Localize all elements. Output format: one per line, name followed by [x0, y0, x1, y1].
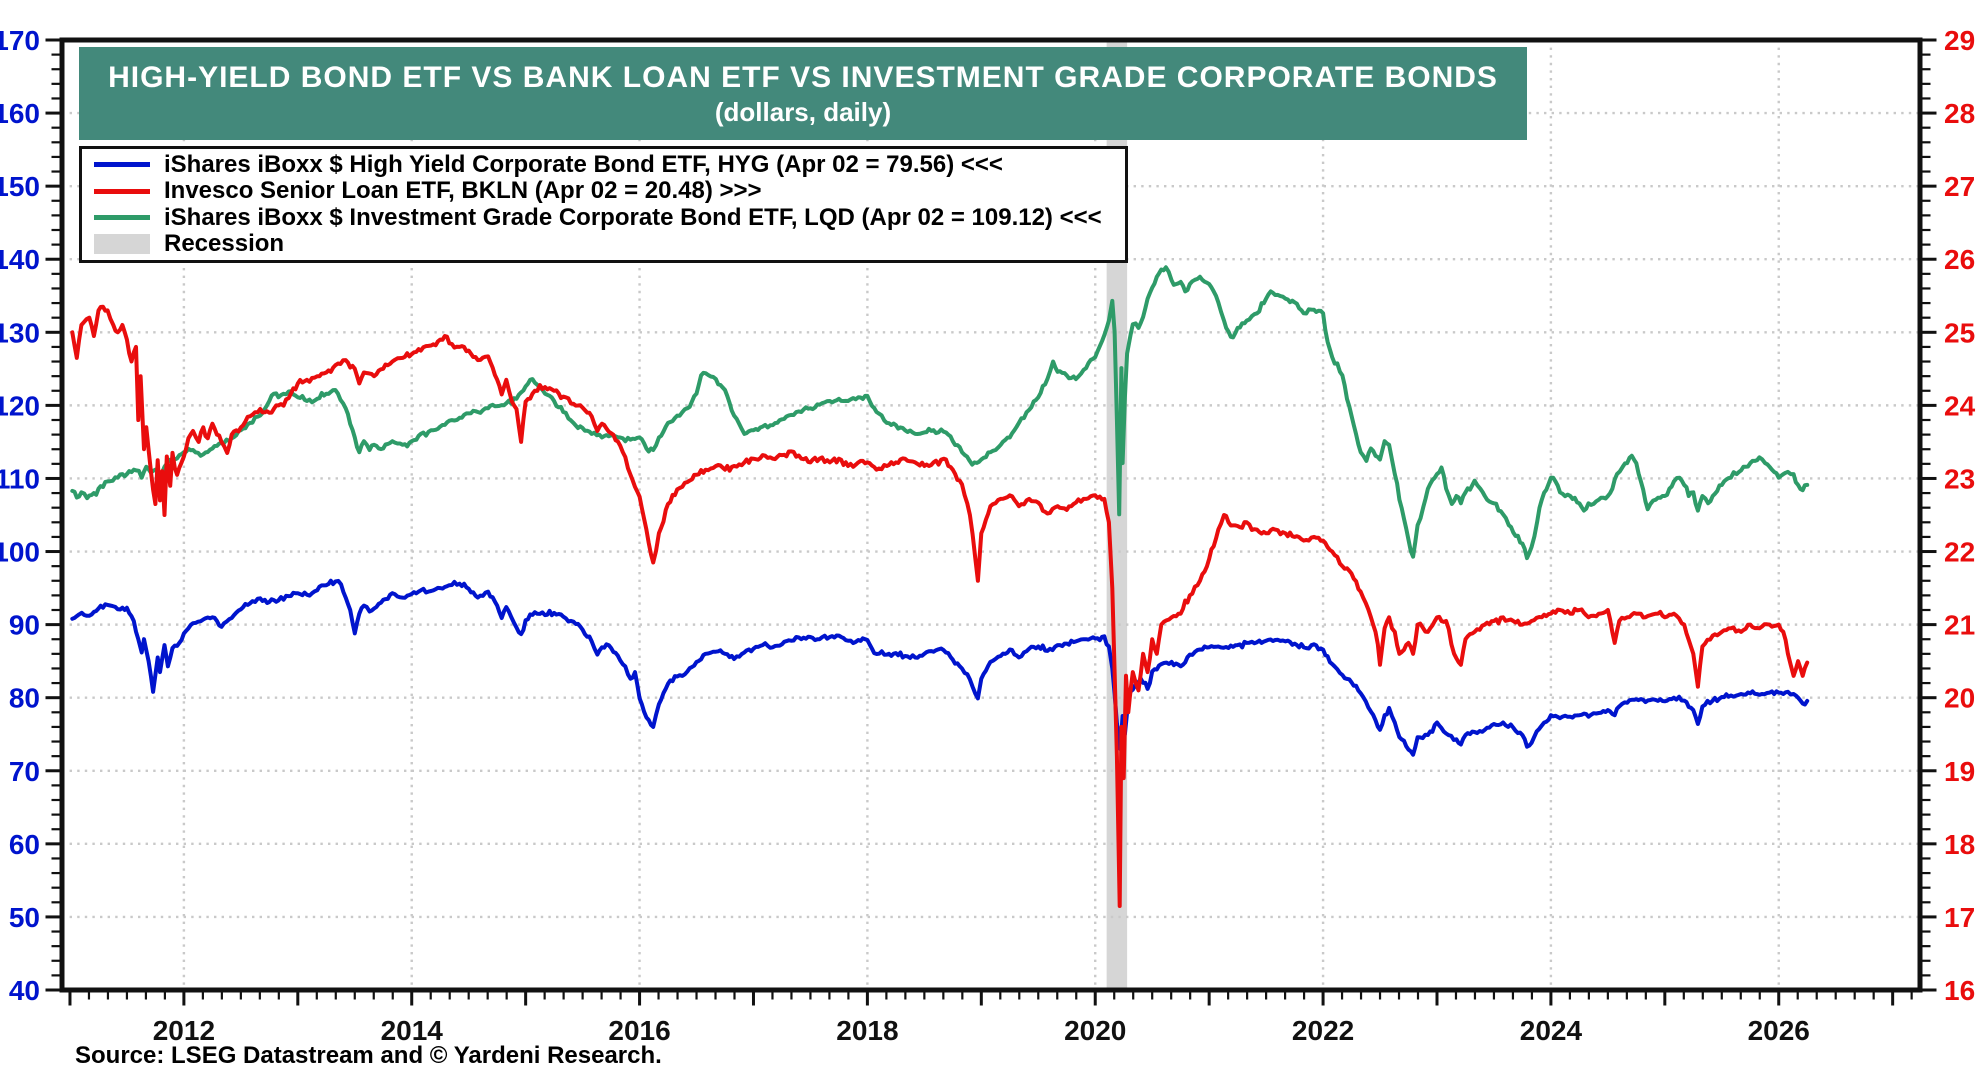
left-axis-tick-label: 40: [9, 975, 40, 1006]
series-bkln-line: [70, 304, 1810, 908]
x-axis-year-label: 2020: [1064, 1015, 1126, 1046]
plot-frame: [59, 37, 1923, 993]
recession-band-swatch: [94, 234, 150, 255]
legend: iShares iBoxx $ High Yield Corporate Bon…: [79, 146, 1128, 263]
right-axis-tick-label: 28: [1944, 98, 1975, 129]
left-axis-tick-label: 130: [0, 317, 40, 348]
right-axis-tick-label: 25: [1944, 317, 1975, 348]
right-axis-tick-label: 22: [1944, 537, 1975, 568]
x-axis-year-label: 2014: [381, 1015, 444, 1046]
x-axis-year-label: 2018: [836, 1015, 898, 1046]
legend-item-bkln: Invesco Senior Loan ETF, BKLN (Apr 02 = …: [94, 177, 1125, 205]
left-axis-tick-label: 60: [9, 829, 40, 860]
right-axis-tick-label: 24: [1944, 390, 1976, 421]
right-axis-tick-label: 27: [1944, 171, 1975, 202]
left-axis-tick-label: 140: [0, 244, 40, 275]
chart-subtitle: (dollars, daily): [714, 96, 892, 127]
x-axis-year-label: 2022: [1292, 1015, 1354, 1046]
left-axis-tick-label: 50: [9, 902, 40, 933]
chart-title-bar: HIGH-YIELD BOND ETF VS BANK LOAN ETF VS …: [79, 47, 1527, 140]
hyg-line-swatch: [94, 162, 150, 168]
left-axis-tick-label: 90: [9, 610, 40, 641]
left-axis-tick-label: 80: [9, 683, 40, 714]
right-axis-tick-label: 26: [1944, 244, 1975, 275]
right-axis-tick-label: 16: [1944, 975, 1975, 1006]
right-axis-tick-label: 23: [1944, 463, 1975, 494]
series-hyg-line: [70, 578, 1810, 757]
legend-label-hyg: iShares iBoxx $ High Yield Corporate Bon…: [164, 150, 1003, 178]
axis-labels: 40 50 60 70 80 90 100 110 120 130 140 150 160 170 16 17…: [0, 25, 1976, 1046]
left-axis-tick-label: 170: [0, 25, 40, 56]
legend-item-lqd: iShares iBoxx $ Investment Grade Corpora…: [94, 203, 1125, 231]
x-axis-year-label: 2026: [1748, 1015, 1810, 1046]
left-axis-tick-label: 150: [0, 171, 40, 202]
right-axis-tick-label: 19: [1944, 756, 1975, 787]
x-axis-year-label: 2016: [608, 1015, 670, 1046]
legend-label-bkln: Invesco Senior Loan ETF, BKLN (Apr 02 = …: [164, 177, 762, 205]
right-axis-tick-label: 21: [1944, 610, 1975, 641]
left-axis-tick-label: 120: [0, 390, 40, 421]
legend-label-lqd: iShares iBoxx $ Investment Grade Corpora…: [164, 203, 1102, 231]
lqd-line-swatch: [94, 215, 150, 221]
chart-title: HIGH-YIELD BOND ETF VS BANK LOAN ETF VS …: [108, 61, 1498, 95]
right-axis-tick-label: 29: [1944, 25, 1975, 56]
legend-label-recession: Recession: [164, 230, 285, 258]
source-note: Source: LSEG Datastream and © Yardeni Re…: [75, 1042, 662, 1069]
right-axis-tick-label: 17: [1944, 902, 1975, 933]
left-axis-tick-label: 100: [0, 537, 40, 568]
x-axis-year-label: 2012: [153, 1015, 215, 1046]
left-axis-tick-label: 160: [0, 98, 40, 129]
series-lqd-line: [70, 265, 1810, 561]
left-axis-tick-label: 110: [0, 463, 40, 494]
left-axis-tick-label: 70: [9, 756, 40, 787]
legend-item-hyg: iShares iBoxx $ High Yield Corporate Bon…: [94, 150, 1125, 178]
legend-item-recession: Recession: [94, 230, 1125, 258]
x-axis-year-label: 2024: [1520, 1015, 1583, 1046]
axis-ticks: [45, 38, 1937, 1006]
right-axis-tick-label: 20: [1944, 683, 1975, 714]
right-axis-tick-label: 18: [1944, 829, 1975, 860]
bkln-line-swatch: [94, 188, 150, 194]
